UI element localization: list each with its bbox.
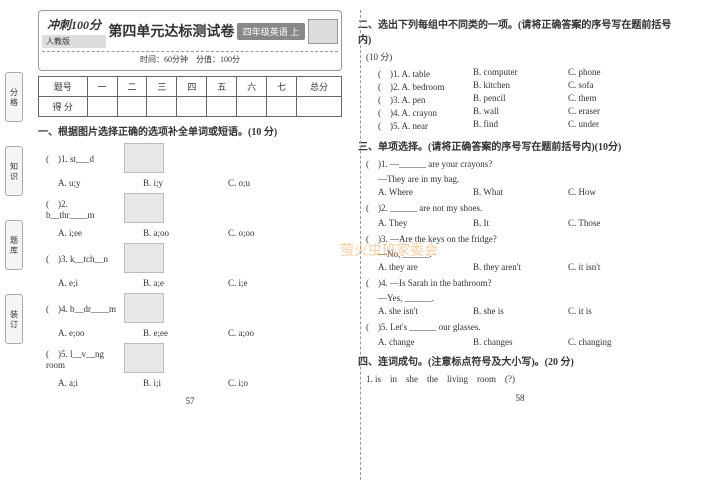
tab-4: 装 订 bbox=[5, 294, 23, 344]
s2q3-b: B. pencil bbox=[473, 93, 568, 106]
logo-text: 冲刺100分 bbox=[42, 14, 106, 35]
s2q3-c: C. them bbox=[568, 93, 663, 106]
divider bbox=[360, 10, 361, 480]
th-0: 题号 bbox=[39, 77, 88, 97]
q3-c: C. i;e bbox=[228, 278, 313, 288]
q5-image bbox=[124, 343, 164, 373]
header-box: 冲刺100分 人教版 第四单元达标测试卷 四年级英语 上 时间：60分钟 分值：… bbox=[38, 10, 342, 71]
s2q2-b: B. kitchen bbox=[473, 80, 568, 93]
s3q2-b: B. It bbox=[473, 218, 568, 228]
tab-1: 分 格 bbox=[5, 72, 23, 122]
section-3-title: 三、单项选择。(请将正确答案的序号写在题前括号内)(10分) bbox=[358, 138, 682, 153]
q3-stem: ( )3. k__tch__n bbox=[46, 252, 116, 265]
q3-image bbox=[124, 243, 164, 273]
q5-c: C. i;o bbox=[228, 378, 313, 388]
q1-a: A. u;y bbox=[58, 178, 143, 188]
score-label: 得 分 bbox=[39, 97, 88, 117]
grade-badge: 四年级英语 上 bbox=[237, 23, 305, 40]
s3q4-ans: —Yes, ______. bbox=[378, 293, 682, 303]
s3q5-a: A. change bbox=[378, 337, 473, 347]
right-page: 二、选出下列每组中不同类的一项。(请将正确答案的序号写在题前括号内) (10 分… bbox=[350, 10, 690, 406]
s3q1-c: C. How bbox=[568, 187, 663, 197]
th-3: 三 bbox=[147, 77, 177, 97]
s4q1: 1. is in she the living room (?) bbox=[358, 372, 682, 385]
s3q4-a: A. she isn't bbox=[378, 306, 473, 316]
th-6: 六 bbox=[237, 77, 267, 97]
s3q1: ( )1. —______ are your crayons? bbox=[358, 157, 682, 170]
side-tabs: 分 格 知 识 题 库 装 订 bbox=[5, 10, 30, 406]
header-icon bbox=[308, 19, 338, 44]
s2q4-a: ( )4. A. crayon bbox=[378, 106, 473, 119]
q2-c: C. o;oo bbox=[228, 228, 313, 238]
q1-c: C. o;u bbox=[228, 178, 313, 188]
s3q4-c: C. it is bbox=[568, 306, 663, 316]
s3q3-ans: —No, ______. bbox=[378, 249, 682, 259]
q1-b: B. i;y bbox=[143, 178, 228, 188]
s2q4-b: B. wall bbox=[473, 106, 568, 119]
s3q3-a: A. they are bbox=[378, 262, 473, 272]
tab-2: 知 识 bbox=[5, 146, 23, 196]
tab-3: 题 库 bbox=[5, 220, 23, 270]
q3-b: B. a;e bbox=[143, 278, 228, 288]
s3q2: ( )2. ______ are not my shoes. bbox=[358, 201, 682, 214]
s3q2-a: A. They bbox=[378, 218, 473, 228]
q5-b: B. i;i bbox=[143, 378, 228, 388]
s3q5: ( )5. Let's ______ our glasses. bbox=[358, 320, 682, 333]
s3q5-c: C. changing bbox=[568, 337, 663, 347]
q5-a: A. a;i bbox=[58, 378, 143, 388]
s3q1-a: A. Where bbox=[378, 187, 473, 197]
section-1-title: 一、根据图片选择正确的选项补全单词或短语。(10 分) bbox=[38, 123, 342, 138]
s2q5-c: C. under bbox=[568, 119, 663, 132]
s2q5-b: B. find bbox=[473, 119, 568, 132]
page-num-left: 57 bbox=[38, 396, 342, 406]
s2q1-c: C. phone bbox=[568, 67, 663, 80]
q1-stem: ( )1. st___d bbox=[46, 152, 116, 165]
th-4: 四 bbox=[177, 77, 207, 97]
q1-image bbox=[124, 143, 164, 173]
s3q3: ( )3. —Are the keys on the fridge? bbox=[358, 232, 682, 245]
left-page: 冲刺100分 人教版 第四单元达标测试卷 四年级英语 上 时间：60分钟 分值：… bbox=[30, 10, 350, 406]
s2q5-a: ( )5. A. near bbox=[378, 119, 473, 132]
s3q4: ( )4. —Is Sarah in the bathroom? bbox=[358, 276, 682, 289]
score-table: 题号 一 二 三 四 五 六 七 总分 得 分 bbox=[38, 76, 342, 117]
page-num-right: 58 bbox=[358, 393, 682, 403]
q2-image bbox=[124, 193, 164, 223]
timing-info: 时间：60分钟 分值：100分 bbox=[42, 51, 338, 67]
q2-stem: ( )2. b__thr____m bbox=[46, 197, 116, 220]
th-7: 七 bbox=[267, 77, 297, 97]
s3q1-b: B. What bbox=[473, 187, 568, 197]
sec2-pts: (10 分) bbox=[358, 50, 682, 63]
th-2: 二 bbox=[117, 77, 147, 97]
s3q5-b: B. changes bbox=[473, 337, 568, 347]
th-5: 五 bbox=[207, 77, 237, 97]
s2q2-a: ( )2. A. bedroom bbox=[378, 80, 473, 93]
section-4-title: 四、连词成句。(注意标点符号及大小写)。(20 分) bbox=[358, 353, 682, 368]
q4-a: A. e;oo bbox=[58, 328, 143, 338]
s3q3-c: C. it isn't bbox=[568, 262, 663, 272]
paper-title: 第四单元达标测试卷 bbox=[106, 21, 237, 41]
q4-image bbox=[124, 293, 164, 323]
s2q1-b: B. computer bbox=[473, 67, 568, 80]
version-label: 人教版 bbox=[42, 35, 106, 48]
section-2-title: 二、选出下列每组中不同类的一项。(请将正确答案的序号写在题前括号内) bbox=[358, 16, 682, 46]
s3q1-ans: —They are in my bag. bbox=[378, 174, 682, 184]
s2q4-c: C. eraser bbox=[568, 106, 663, 119]
s3q2-c: C. Those bbox=[568, 218, 663, 228]
q5-stem: ( )5. l__v__ng room bbox=[46, 347, 116, 370]
th-1: 一 bbox=[87, 77, 117, 97]
q4-c: C. a;oo bbox=[228, 328, 313, 338]
s3q3-b: B. they aren't bbox=[473, 262, 568, 272]
s2q3-a: ( )3. A. pen bbox=[378, 93, 473, 106]
q4-stem: ( )4. b__dr____m bbox=[46, 302, 116, 315]
s2q1-a: ( )1. A. table bbox=[378, 67, 473, 80]
s2q2-c: C. sofa bbox=[568, 80, 663, 93]
q2-b: B. a;oo bbox=[143, 228, 228, 238]
s3q4-b: B. she is bbox=[473, 306, 568, 316]
q4-b: B. e;ee bbox=[143, 328, 228, 338]
q3-a: A. e;i bbox=[58, 278, 143, 288]
q2-a: A. i;ee bbox=[58, 228, 143, 238]
th-8: 总分 bbox=[297, 77, 342, 97]
